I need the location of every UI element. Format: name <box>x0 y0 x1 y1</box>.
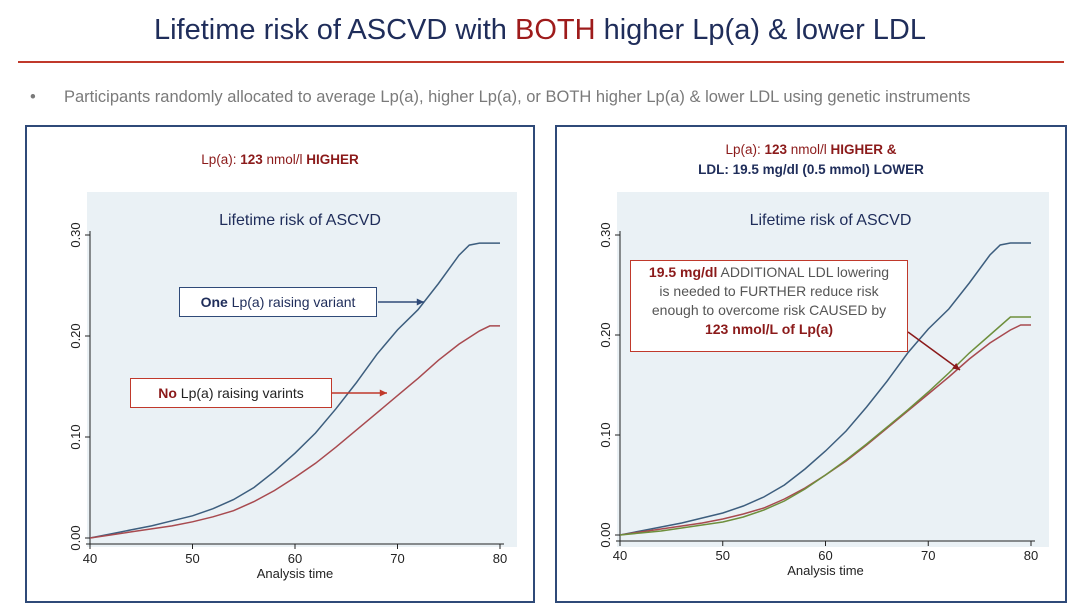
caption-value: 123 <box>240 152 263 167</box>
x-axis-label: Analysis time <box>787 563 864 578</box>
callout-one-bold: One <box>200 294 228 310</box>
callout-one-variant: One Lp(a) raising variant <box>179 287 377 317</box>
callout-no-variant: No Lp(a) raising varints <box>130 378 332 408</box>
caption-direction: HIGHER <box>306 152 359 167</box>
left-panel: Lp(a): 123 nmol/l HIGHER Lifetime risk o… <box>25 125 535 603</box>
callout-ldl-line3: enough to overcome risk CAUSED by <box>651 302 887 318</box>
title-divider <box>18 61 1064 63</box>
y-tick-label: 0.30 <box>68 222 83 247</box>
chart-title: Lifetime risk of ASCVD <box>219 212 381 229</box>
left-chart: Lifetime risk of ASCVD 40 50 60 70 80 0.00 0.10… <box>68 212 507 581</box>
left-plot-background <box>87 192 517 547</box>
bullet-mark: • <box>30 88 36 106</box>
x-tick-label: 70 <box>921 548 935 563</box>
callout-ldl-bold: 19.5 mg/dl <box>648 264 718 280</box>
y-tick-label: 0.20 <box>598 322 613 347</box>
callout-ldl-line4: 123 nmol/L of Lp(a) <box>704 321 834 337</box>
caption-unit: nmol/l <box>787 142 831 157</box>
callout-one-text: Lp(a) raising variant <box>227 294 356 310</box>
callout-no-bold: No <box>158 385 177 401</box>
series-line-1 <box>619 242 1031 536</box>
caption-value: 123 <box>764 142 788 157</box>
chart-title: Lifetime risk of ASCVD <box>750 212 912 229</box>
caption-unit: nmol/l <box>262 152 307 167</box>
callout-no-text: Lp(a) raising varints <box>176 385 304 401</box>
callout-ldl-line1: ADDITIONAL LDL lowering <box>717 264 890 280</box>
caption-label: Lp(a): <box>725 142 765 157</box>
x-tick-label: 60 <box>818 548 832 563</box>
x-tick-label: 70 <box>390 551 404 566</box>
x-tick-label: 50 <box>185 551 199 566</box>
series-line-3 <box>619 316 1031 536</box>
y-tick-label: 0.20 <box>68 323 83 348</box>
bullet-point: • Participants randomly allocated to aver… <box>30 88 970 107</box>
x-tick-label: 50 <box>716 548 730 563</box>
right-chart: Lifetime risk of ASCVD 40 50 60 70 80 0.00 0.10… <box>598 212 1038 578</box>
caption-direction: HIGHER & <box>830 142 897 157</box>
right-panel-caption-2: LDL: 19.5 mg/dl (0.5 mmol) LOWER <box>698 162 924 177</box>
left-panel-caption: Lp(a): 123 nmol/l HIGHER <box>27 151 533 169</box>
callout-no-arrow-head <box>379 389 387 397</box>
y-tick-label: 0.10 <box>68 424 83 449</box>
x-tick-label: 60 <box>288 551 302 566</box>
bullet-text: Participants randomly allocated to avera… <box>64 88 971 106</box>
slide-title: Lifetime risk of ASCVD with BOTH higher … <box>0 14 1080 47</box>
callout-ldl-line2: is needed to FURTHER reduce risk <box>659 283 879 299</box>
x-tick-label: 40 <box>613 548 627 563</box>
series-line-1 <box>89 242 500 539</box>
callout-one-arrow-head <box>416 298 424 306</box>
right-plot-background <box>617 192 1049 547</box>
title-part2: higher Lp(a) & lower LDL <box>595 14 926 46</box>
y-tick-label: 0.30 <box>598 222 613 247</box>
y-tick-label: 0.10 <box>598 422 613 447</box>
callout-ldl-arrow <box>907 331 961 371</box>
y-tick-label: 0.00 <box>68 525 83 550</box>
callout-ldl-arrow-head <box>952 362 960 370</box>
callout-ldl-note: 19.5 mg/dl ADDITIONAL LDL lowering is ne… <box>630 260 908 352</box>
title-accent: BOTH <box>514 14 596 46</box>
right-panel: Lp(a): 123 nmol/l HIGHER & LDL: 19.5 mg/… <box>555 125 1067 603</box>
caption-label: Lp(a): <box>201 152 241 167</box>
series-line-2 <box>89 325 500 539</box>
x-axis-label: Analysis time <box>257 566 334 581</box>
y-tick-label: 0.00 <box>598 522 613 547</box>
series-line-2 <box>619 324 1031 536</box>
x-tick-label: 80 <box>1024 548 1038 563</box>
right-panel-caption-1: Lp(a): 123 nmol/l HIGHER & <box>557 141 1065 159</box>
title-part1: Lifetime risk of ASCVD with <box>153 14 515 46</box>
x-tick-label: 80 <box>493 551 507 566</box>
x-tick-label: 40 <box>83 551 97 566</box>
